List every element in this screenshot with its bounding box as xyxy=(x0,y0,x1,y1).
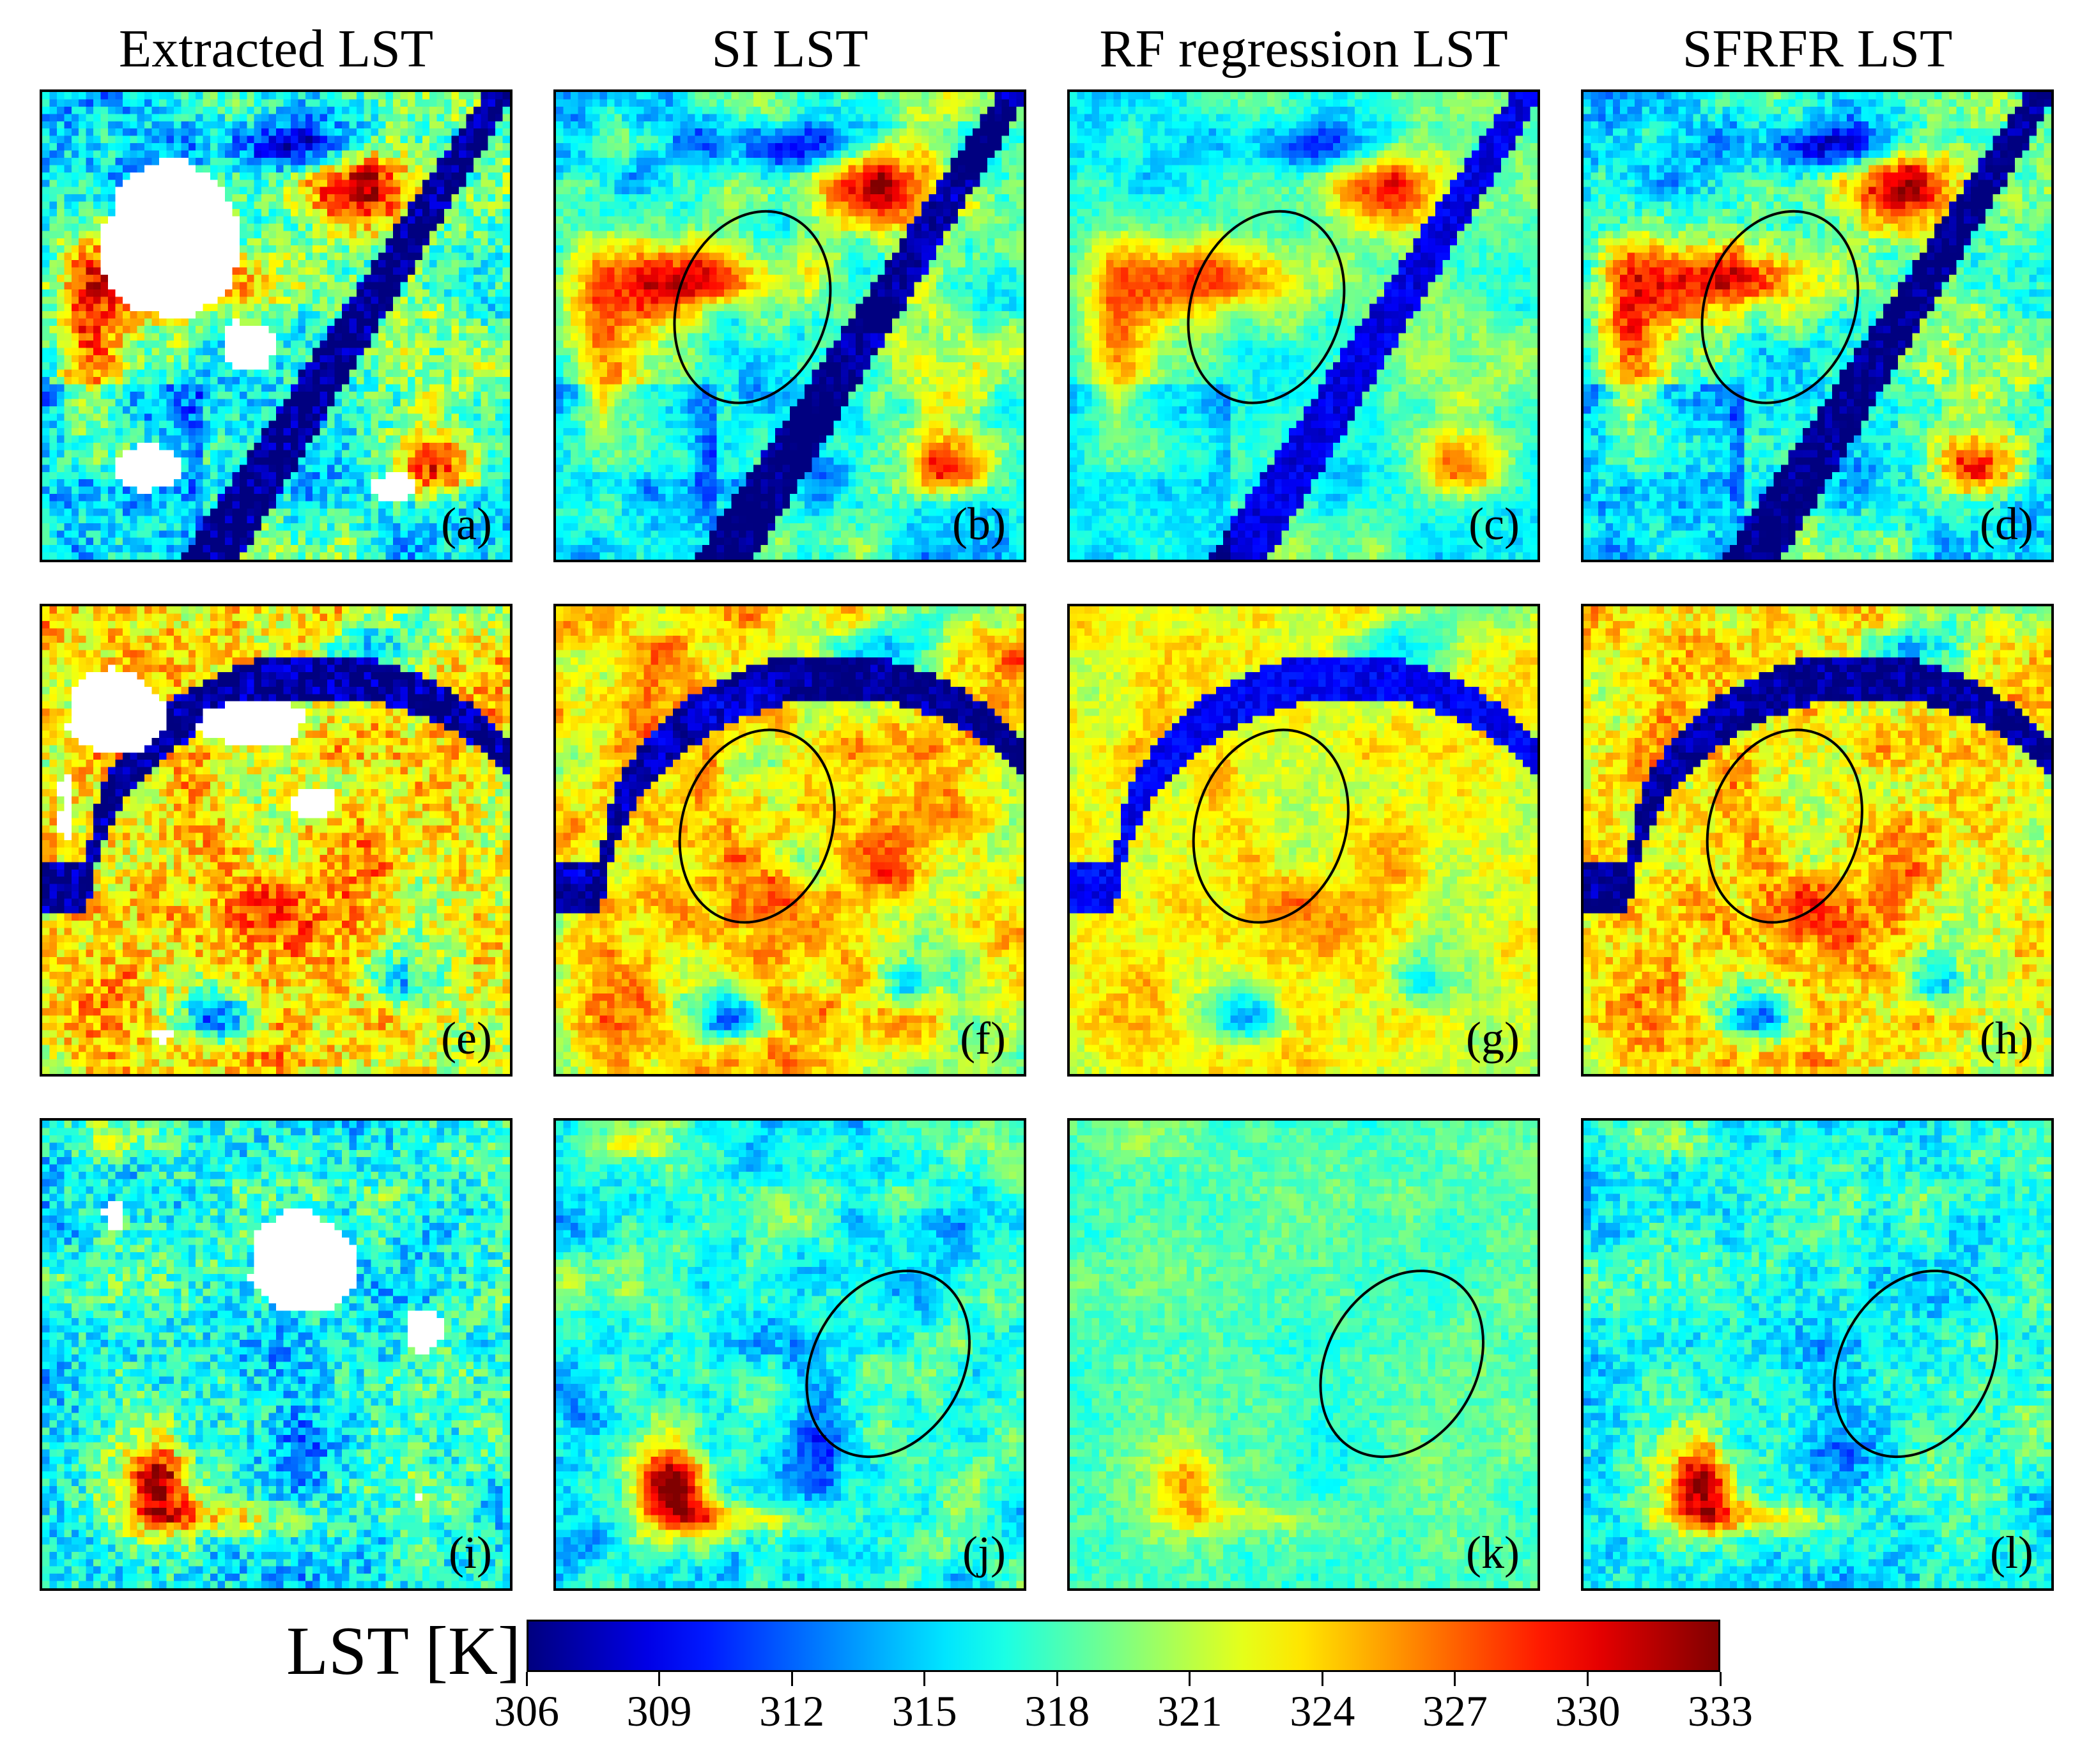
panel-label: (h) xyxy=(1980,1013,2033,1064)
highlight-ellipse-overlay xyxy=(1706,728,1863,924)
panel-label: (d) xyxy=(1980,498,2033,549)
lst-map-image xyxy=(1070,92,1538,560)
lst-map-panel: (l) xyxy=(1581,1118,2054,1591)
colorbar-tick-label: 306 xyxy=(494,1687,559,1735)
highlight-ellipse-overlay xyxy=(1833,1269,1998,1459)
highlight-ellipse xyxy=(678,728,836,924)
panel-label: (c) xyxy=(1468,498,1520,549)
panel-label: (f) xyxy=(960,1013,1006,1064)
lst-map-panel: (d) xyxy=(1581,89,2054,562)
lst-map-panel: (k) xyxy=(1067,1118,1540,1591)
colorbar-tick xyxy=(1321,1672,1323,1686)
panel-label: (e) xyxy=(441,1013,492,1064)
lst-map-image xyxy=(556,92,1024,560)
panel-label: (k) xyxy=(1466,1527,1520,1578)
highlight-ellipse xyxy=(1319,1269,1484,1459)
panel-label: (l) xyxy=(1990,1527,2033,1578)
colorbar-tick-label: 318 xyxy=(1024,1687,1090,1735)
highlight-ellipse xyxy=(673,210,832,404)
lst-map-panel: (j) xyxy=(553,1118,1026,1591)
highlight-ellipse xyxy=(1833,1269,1998,1459)
colorbar-tick-label: 309 xyxy=(626,1687,692,1735)
column-title: SFRFR LST xyxy=(1682,19,1953,79)
highlight-ellipse xyxy=(1700,210,1860,404)
lst-map-image xyxy=(1070,1121,1538,1588)
lst-map-image xyxy=(42,1121,510,1588)
lst-map-image xyxy=(42,606,510,1074)
lst-map-image xyxy=(1584,1121,2051,1588)
highlight-ellipse-overlay xyxy=(1192,728,1350,924)
colorbar-tick xyxy=(790,1672,793,1686)
highlight-ellipse xyxy=(805,1269,971,1459)
lst-map-image xyxy=(1584,92,2051,560)
colorbar-tick-label: 327 xyxy=(1422,1687,1488,1735)
highlight-ellipse-overlay xyxy=(1319,1269,1484,1459)
colorbar-tick xyxy=(1454,1672,1456,1686)
colorbar-tick xyxy=(1189,1672,1191,1686)
lst-map-panel: (f) xyxy=(553,604,1026,1077)
lst-map-image xyxy=(556,606,1024,1074)
colorbar-tick-label: 330 xyxy=(1555,1687,1621,1735)
colorbar-tick-label: 312 xyxy=(759,1687,825,1735)
panel-label: (a) xyxy=(441,498,492,549)
lst-map-panel: (i) xyxy=(40,1118,513,1591)
lst-map-image xyxy=(1070,606,1538,1074)
colorbar-tick xyxy=(1719,1672,1722,1686)
column-title: Extracted LST xyxy=(118,19,434,79)
column-title: SI LST xyxy=(711,19,868,79)
highlight-ellipse-overlay xyxy=(1700,210,1860,404)
colorbar-tick-label: 321 xyxy=(1157,1687,1222,1735)
highlight-ellipse xyxy=(1187,210,1346,404)
lst-map-image xyxy=(42,92,510,560)
lst-map-panel: (b) xyxy=(553,89,1026,562)
colorbar-tick xyxy=(1586,1672,1589,1686)
panel-label: (b) xyxy=(952,498,1006,549)
colorbar-tick xyxy=(923,1672,926,1686)
colorbar-tick-label: 324 xyxy=(1290,1687,1355,1735)
colorbar-tick-label: 315 xyxy=(891,1687,957,1735)
colorbar-tick xyxy=(658,1672,661,1686)
highlight-ellipse-overlay xyxy=(673,210,832,404)
colorbar-title: LST [K] xyxy=(286,1613,521,1689)
panel-label: (j) xyxy=(962,1527,1006,1578)
lst-map-panel: (g) xyxy=(1067,604,1540,1077)
lst-map-panel: (a) xyxy=(40,89,513,562)
lst-map-image xyxy=(556,1121,1024,1588)
panel-label: (g) xyxy=(1466,1013,1520,1064)
column-title: RF regression LST xyxy=(1099,19,1508,79)
lst-map-image xyxy=(1584,606,2051,1074)
highlight-ellipse xyxy=(1706,728,1863,924)
highlight-ellipse xyxy=(1192,728,1350,924)
lst-map-panel: (e) xyxy=(40,604,513,1077)
highlight-ellipse-overlay xyxy=(1187,210,1346,404)
lst-map-panel: (h) xyxy=(1581,604,2054,1077)
highlight-ellipse-overlay xyxy=(678,728,836,924)
colorbar-tick xyxy=(525,1672,528,1686)
colorbar xyxy=(527,1620,1720,1672)
colorbar-tick xyxy=(1056,1672,1058,1686)
panel-label: (i) xyxy=(449,1527,492,1578)
lst-map-panel: (c) xyxy=(1067,89,1540,562)
highlight-ellipse-overlay xyxy=(805,1269,971,1459)
colorbar-tick-label: 333 xyxy=(1688,1687,1753,1735)
